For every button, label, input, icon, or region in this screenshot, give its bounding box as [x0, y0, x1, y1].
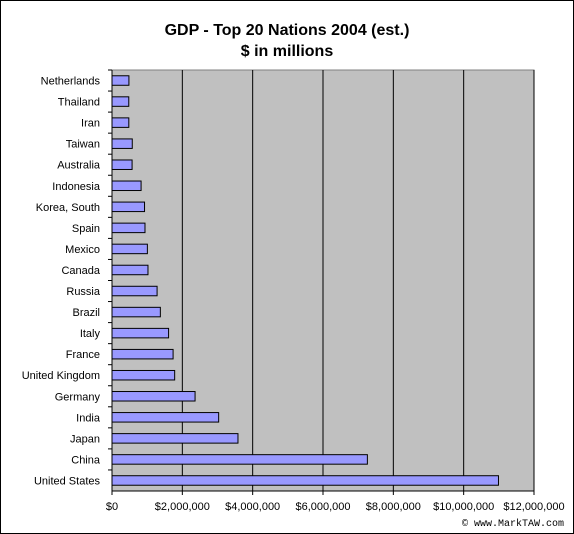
bar: [111, 433, 239, 444]
category-label: United States: [34, 475, 101, 487]
category-label: United Kingdom: [22, 370, 100, 382]
category-label: Taiwan: [66, 139, 100, 151]
category-label: Thailand: [58, 97, 100, 109]
x-tick-label: $0: [106, 501, 118, 513]
x-tick-label: $2,000,000: [155, 501, 210, 513]
gridlines: [181, 70, 535, 491]
bar: [111, 264, 149, 276]
bar: [111, 201, 146, 213]
category-label: Iran: [81, 118, 100, 130]
category-label: Brazil: [72, 307, 100, 319]
bar: [111, 159, 133, 170]
category-labels: Netherlands Thailand Iran Taiwan Australia In…: [22, 69, 112, 487]
category-label: Mexico: [65, 244, 100, 256]
bar: [111, 475, 499, 486]
category-label: India: [76, 412, 101, 424]
category-label: France: [66, 349, 100, 361]
bar: [111, 391, 196, 402]
bar: [111, 327, 170, 339]
x-tick-label: $12,000,000: [503, 501, 564, 513]
bar: [111, 180, 142, 192]
category-label: Japan: [70, 433, 100, 445]
category-label: Netherlands: [41, 76, 101, 88]
category-label: Russia: [66, 286, 101, 298]
category-label: China: [71, 454, 101, 466]
bar: [111, 117, 130, 128]
x-tick-label: $8,000,000: [366, 501, 421, 513]
bar: [111, 96, 130, 107]
category-label: Indonesia: [52, 181, 101, 193]
category-label: Spain: [72, 223, 100, 235]
bar: [111, 369, 176, 381]
copyright-text: © www.MarkTAW.com: [462, 518, 564, 530]
category-label: Germany: [55, 391, 101, 403]
bar: [111, 75, 130, 86]
chart-title: GDP - Top 20 Nations 2004 (est.): [165, 22, 410, 39]
bar: [111, 285, 158, 297]
x-tick-label: $10,000,000: [433, 501, 494, 513]
category-label: Korea, South: [36, 202, 100, 214]
bar: [111, 243, 148, 255]
chart-subtitle: $ in millions: [241, 43, 334, 60]
bar: [111, 412, 220, 423]
category-label: Canada: [61, 265, 100, 277]
x-tick-label: $4,000,000: [225, 501, 280, 513]
x-tick-label: $6,000,000: [295, 501, 350, 513]
category-label: Italy: [80, 328, 101, 340]
category-label: Australia: [57, 160, 101, 172]
bar: [111, 222, 146, 234]
bar: [111, 306, 161, 318]
bar: [111, 454, 368, 465]
x-axis-tick-labels: $0 $2,000,000 $4,000,000 $6,000,000 $8,000,0…: [106, 491, 565, 513]
bar: [111, 138, 133, 149]
bar: [111, 348, 174, 360]
